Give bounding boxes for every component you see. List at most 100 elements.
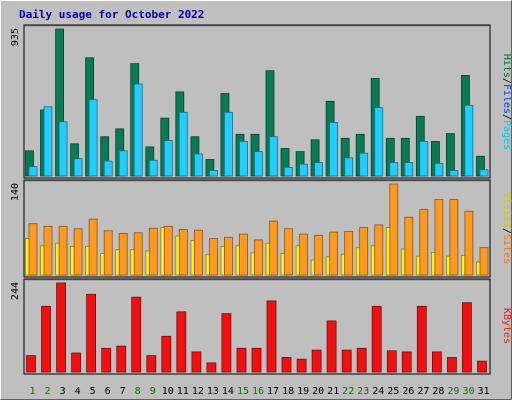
bar-pages-day-12 bbox=[193, 153, 203, 177]
bar-hits-day-29 bbox=[445, 133, 455, 177]
x-tick-label: 14 bbox=[222, 386, 234, 397]
x-tick-label: 5 bbox=[90, 386, 96, 397]
x-tick-label: 6 bbox=[105, 386, 111, 397]
bar-kbytes-day-29 bbox=[446, 356, 457, 373]
bar-kbytes-day-3 bbox=[56, 282, 66, 373]
bar-kbytes-day-7 bbox=[116, 345, 127, 373]
bar-sites-day-31 bbox=[479, 247, 489, 276]
bar-kbytes-day-17 bbox=[266, 300, 277, 373]
bar-pages-day-23 bbox=[359, 152, 369, 177]
bar-pages-day-13 bbox=[208, 170, 218, 177]
bar-kbytes-day-23 bbox=[356, 347, 367, 373]
bar-pages-day-8 bbox=[133, 83, 143, 177]
bar-sites-day-17 bbox=[269, 220, 278, 276]
x-tick-label: 7 bbox=[120, 386, 126, 397]
x-tick-label: 21 bbox=[327, 386, 339, 397]
bar-kbytes-day-22 bbox=[341, 349, 352, 373]
x-tick-label: 26 bbox=[402, 386, 414, 397]
bar-kbytes-day-16 bbox=[251, 347, 262, 373]
bar-sites-day-7 bbox=[118, 232, 128, 276]
bar-sites-day-27 bbox=[419, 208, 429, 276]
x-tick-label: 8 bbox=[135, 386, 141, 397]
legend-entry: Hits bbox=[501, 54, 512, 78]
bar-kbytes-day-8 bbox=[131, 296, 142, 373]
bar-pages-day-9 bbox=[148, 159, 158, 177]
bar-pages-day-30 bbox=[464, 104, 474, 177]
legend-entry: Visits bbox=[501, 192, 512, 228]
bar-sites-day-13 bbox=[208, 238, 218, 276]
x-tick-label: 13 bbox=[207, 386, 219, 397]
bar-pages-day-24 bbox=[374, 107, 384, 177]
bar-pages-day-6 bbox=[103, 160, 113, 177]
bar-sites-day-23 bbox=[359, 227, 369, 276]
bar-kbytes-day-4 bbox=[71, 352, 81, 373]
legend-entry: Files bbox=[501, 84, 512, 114]
bar-kbytes-day-20 bbox=[311, 349, 322, 373]
bar-sites-day-24 bbox=[374, 224, 384, 276]
bar-kbytes-day-30 bbox=[461, 302, 472, 373]
bar-kbytes-day-31 bbox=[477, 360, 487, 373]
x-axis-labels: 1 2 3 4 5 6 7 8 9 10 11 12 13 14 15 16 17 18 19 20 21 22 23 24 2… bbox=[29, 386, 489, 397]
bar-pages-day-2 bbox=[43, 106, 53, 177]
x-tick-label: 3 bbox=[60, 386, 66, 397]
bar-kbytes-day-27 bbox=[416, 305, 427, 373]
bar-pages-day-27 bbox=[419, 140, 429, 177]
legend-text: KBytes bbox=[501, 308, 512, 344]
bar-pages-day-31 bbox=[479, 169, 489, 177]
bar-pages-day-16 bbox=[254, 151, 263, 177]
x-tick-label: 4 bbox=[75, 386, 81, 397]
legend-entry: Pages bbox=[501, 120, 512, 150]
bar-pages-day-14 bbox=[223, 111, 233, 177]
x-tick-label: 12 bbox=[192, 386, 204, 397]
bar-pages-day-25 bbox=[389, 162, 399, 177]
bar-kbytes-day-10 bbox=[161, 335, 172, 373]
bar-pages-day-17 bbox=[269, 136, 278, 177]
x-tick-label: 19 bbox=[297, 386, 309, 397]
bar-pages-day-19 bbox=[299, 163, 309, 177]
x-tick-label: 24 bbox=[372, 386, 384, 397]
x-tick-label: 23 bbox=[357, 386, 369, 397]
bar-sites-day-10 bbox=[163, 225, 173, 276]
bar-pages-day-22 bbox=[344, 157, 354, 177]
x-tick-label: 29 bbox=[447, 386, 459, 397]
bar-sites-day-16 bbox=[254, 239, 263, 276]
bar-sites-day-3 bbox=[58, 225, 68, 276]
bar-kbytes-day-2 bbox=[41, 305, 51, 373]
x-tick-label: 1 bbox=[29, 386, 35, 397]
x-tick-label: 16 bbox=[252, 386, 264, 397]
bar-sites-day-14 bbox=[223, 236, 233, 276]
legend-separator: / bbox=[501, 228, 512, 234]
bar-pages-day-20 bbox=[314, 162, 324, 177]
bar-sites-day-30 bbox=[464, 210, 474, 276]
bar-sites-day-9 bbox=[148, 227, 158, 276]
bar-kbytes-day-28 bbox=[431, 351, 442, 373]
bar-sites-day-6 bbox=[103, 230, 113, 276]
bar-sites-day-19 bbox=[299, 233, 309, 276]
bar-sites-day-20 bbox=[314, 234, 324, 276]
bar-pages-day-15 bbox=[239, 140, 248, 177]
bar-sites-day-15 bbox=[239, 233, 248, 276]
bar-kbytes-day-12 bbox=[191, 351, 202, 373]
chart-title: Daily usage for October 2022 bbox=[19, 8, 204, 21]
y-max-label: 935 bbox=[10, 28, 21, 46]
bar-pages-day-11 bbox=[178, 111, 188, 177]
x-tick-label: 28 bbox=[432, 386, 444, 397]
bar-sites-day-12 bbox=[193, 229, 203, 276]
bar-pages-day-3 bbox=[58, 121, 68, 177]
bar-sites-day-21 bbox=[329, 231, 339, 276]
panel-middle: 140 Visits/Sites bbox=[10, 179, 512, 278]
legend-separator: / bbox=[501, 114, 512, 120]
bar-kbytes-day-9 bbox=[146, 355, 157, 373]
bar-kbytes-day-19 bbox=[296, 358, 307, 373]
bar-kbytes-day-26 bbox=[401, 351, 412, 373]
x-tick-label: 11 bbox=[177, 386, 189, 397]
bar-pages-day-18 bbox=[284, 166, 293, 177]
bar-sites-day-5 bbox=[88, 218, 98, 276]
bar-pages-day-28 bbox=[434, 162, 444, 177]
bar-sites-day-11 bbox=[178, 229, 188, 276]
bar-kbytes-day-14 bbox=[221, 313, 232, 373]
bar-sites-day-8 bbox=[133, 232, 143, 276]
x-tick-label: 15 bbox=[237, 386, 249, 397]
bar-kbytes-day-15 bbox=[236, 347, 247, 373]
